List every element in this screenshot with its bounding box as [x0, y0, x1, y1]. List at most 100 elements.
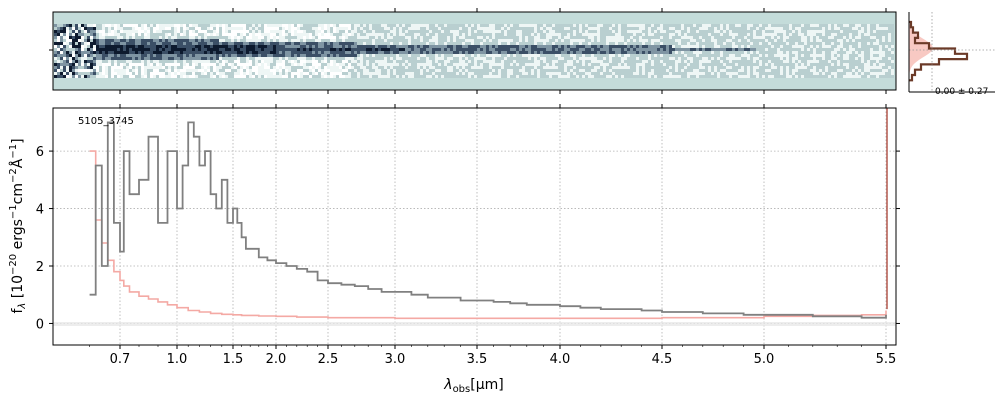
heat-cell	[636, 33, 639, 36]
heat-cell	[555, 30, 558, 33]
heat-cell	[480, 27, 483, 30]
heat-cell	[363, 63, 366, 66]
heat-cell	[795, 33, 798, 36]
heat-cell	[492, 54, 495, 57]
heat-cell	[543, 72, 546, 75]
heat-cell	[705, 33, 708, 36]
heat-cell	[252, 60, 255, 63]
heat-cell	[510, 48, 513, 51]
heat-cell	[270, 51, 273, 54]
heat-cell	[300, 48, 303, 51]
heat-cell	[249, 45, 252, 48]
heat-cell	[852, 33, 855, 36]
heat-cell	[330, 24, 333, 27]
heat-cell	[93, 51, 96, 54]
heat-cell	[90, 42, 93, 45]
heat-cell	[786, 66, 789, 69]
heat-cell	[228, 57, 231, 60]
heat-cell	[594, 24, 597, 27]
heat-cell	[732, 66, 735, 69]
heat-cell	[735, 27, 738, 30]
heat-cell	[282, 24, 285, 27]
heat-cell	[882, 51, 885, 54]
heat-cell	[669, 69, 672, 72]
heat-cell	[672, 33, 675, 36]
heat-cell	[570, 39, 573, 42]
heat-cell	[597, 72, 600, 75]
heat-cell	[432, 24, 435, 27]
heat-cell	[465, 24, 468, 27]
heat-cell	[789, 66, 792, 69]
heat-cell	[252, 24, 255, 27]
heat-cell	[186, 66, 189, 69]
heat-cell	[135, 27, 138, 30]
heat-cell	[786, 54, 789, 57]
heat-cell	[120, 51, 123, 54]
heat-cell	[516, 45, 519, 48]
heat-cell	[807, 57, 810, 60]
heat-cell	[147, 54, 150, 57]
heat-cell	[804, 51, 807, 54]
heat-cell	[846, 60, 849, 63]
heat-cell	[816, 63, 819, 66]
heat-cell	[261, 39, 264, 42]
heat-cell	[537, 51, 540, 54]
heat-cell	[813, 42, 816, 45]
heat-cell	[297, 66, 300, 69]
heat-cell	[816, 72, 819, 75]
heat-cell	[669, 51, 672, 54]
heat-cell	[624, 69, 627, 72]
heat-cell	[318, 30, 321, 33]
heat-cell	[363, 60, 366, 63]
heat-cell	[375, 54, 378, 57]
heat-cell	[846, 33, 849, 36]
heat-cell	[231, 51, 234, 54]
heat-cell	[636, 60, 639, 63]
heat-cell	[363, 66, 366, 69]
heat-cell	[465, 48, 468, 51]
heat-cell	[642, 33, 645, 36]
heat-cell	[729, 57, 732, 60]
heat-cell	[183, 75, 186, 78]
heat-cell	[144, 48, 147, 51]
heat-cell	[450, 45, 453, 48]
heat-cell	[510, 69, 513, 72]
heat-cell	[819, 54, 822, 57]
heat-cell	[315, 60, 318, 63]
heat-cell	[651, 75, 654, 78]
heat-cell	[567, 75, 570, 78]
heat-cell	[498, 66, 501, 69]
heat-cell	[276, 54, 279, 57]
heat-cell	[126, 66, 129, 69]
heat-cell	[825, 33, 828, 36]
heat-cell	[636, 54, 639, 57]
heat-cell	[573, 24, 576, 27]
heat-cell	[360, 30, 363, 33]
heat-cell	[282, 60, 285, 63]
heat-cell	[501, 66, 504, 69]
heat-cell	[744, 54, 747, 57]
heat-cell	[102, 75, 105, 78]
heat-cell	[543, 57, 546, 60]
heat-cell	[147, 24, 150, 27]
heat-cell	[642, 69, 645, 72]
heat-cell	[684, 24, 687, 27]
heat-cell	[564, 51, 567, 54]
heat-cell	[579, 36, 582, 39]
heat-cell	[582, 45, 585, 48]
heat-cell	[744, 42, 747, 45]
heat-cell	[567, 57, 570, 60]
heat-cell	[492, 57, 495, 60]
heat-cell	[675, 33, 678, 36]
heat-cell	[561, 72, 564, 75]
heat-cell	[573, 36, 576, 39]
heat-cell	[786, 45, 789, 48]
heat-cell	[195, 36, 198, 39]
heat-cell	[195, 48, 198, 51]
heat-cell	[162, 75, 165, 78]
heat-cell	[633, 36, 636, 39]
heat-cell	[372, 72, 375, 75]
heat-cell	[63, 48, 66, 51]
heat-cell	[828, 66, 831, 69]
heat-cell	[603, 72, 606, 75]
